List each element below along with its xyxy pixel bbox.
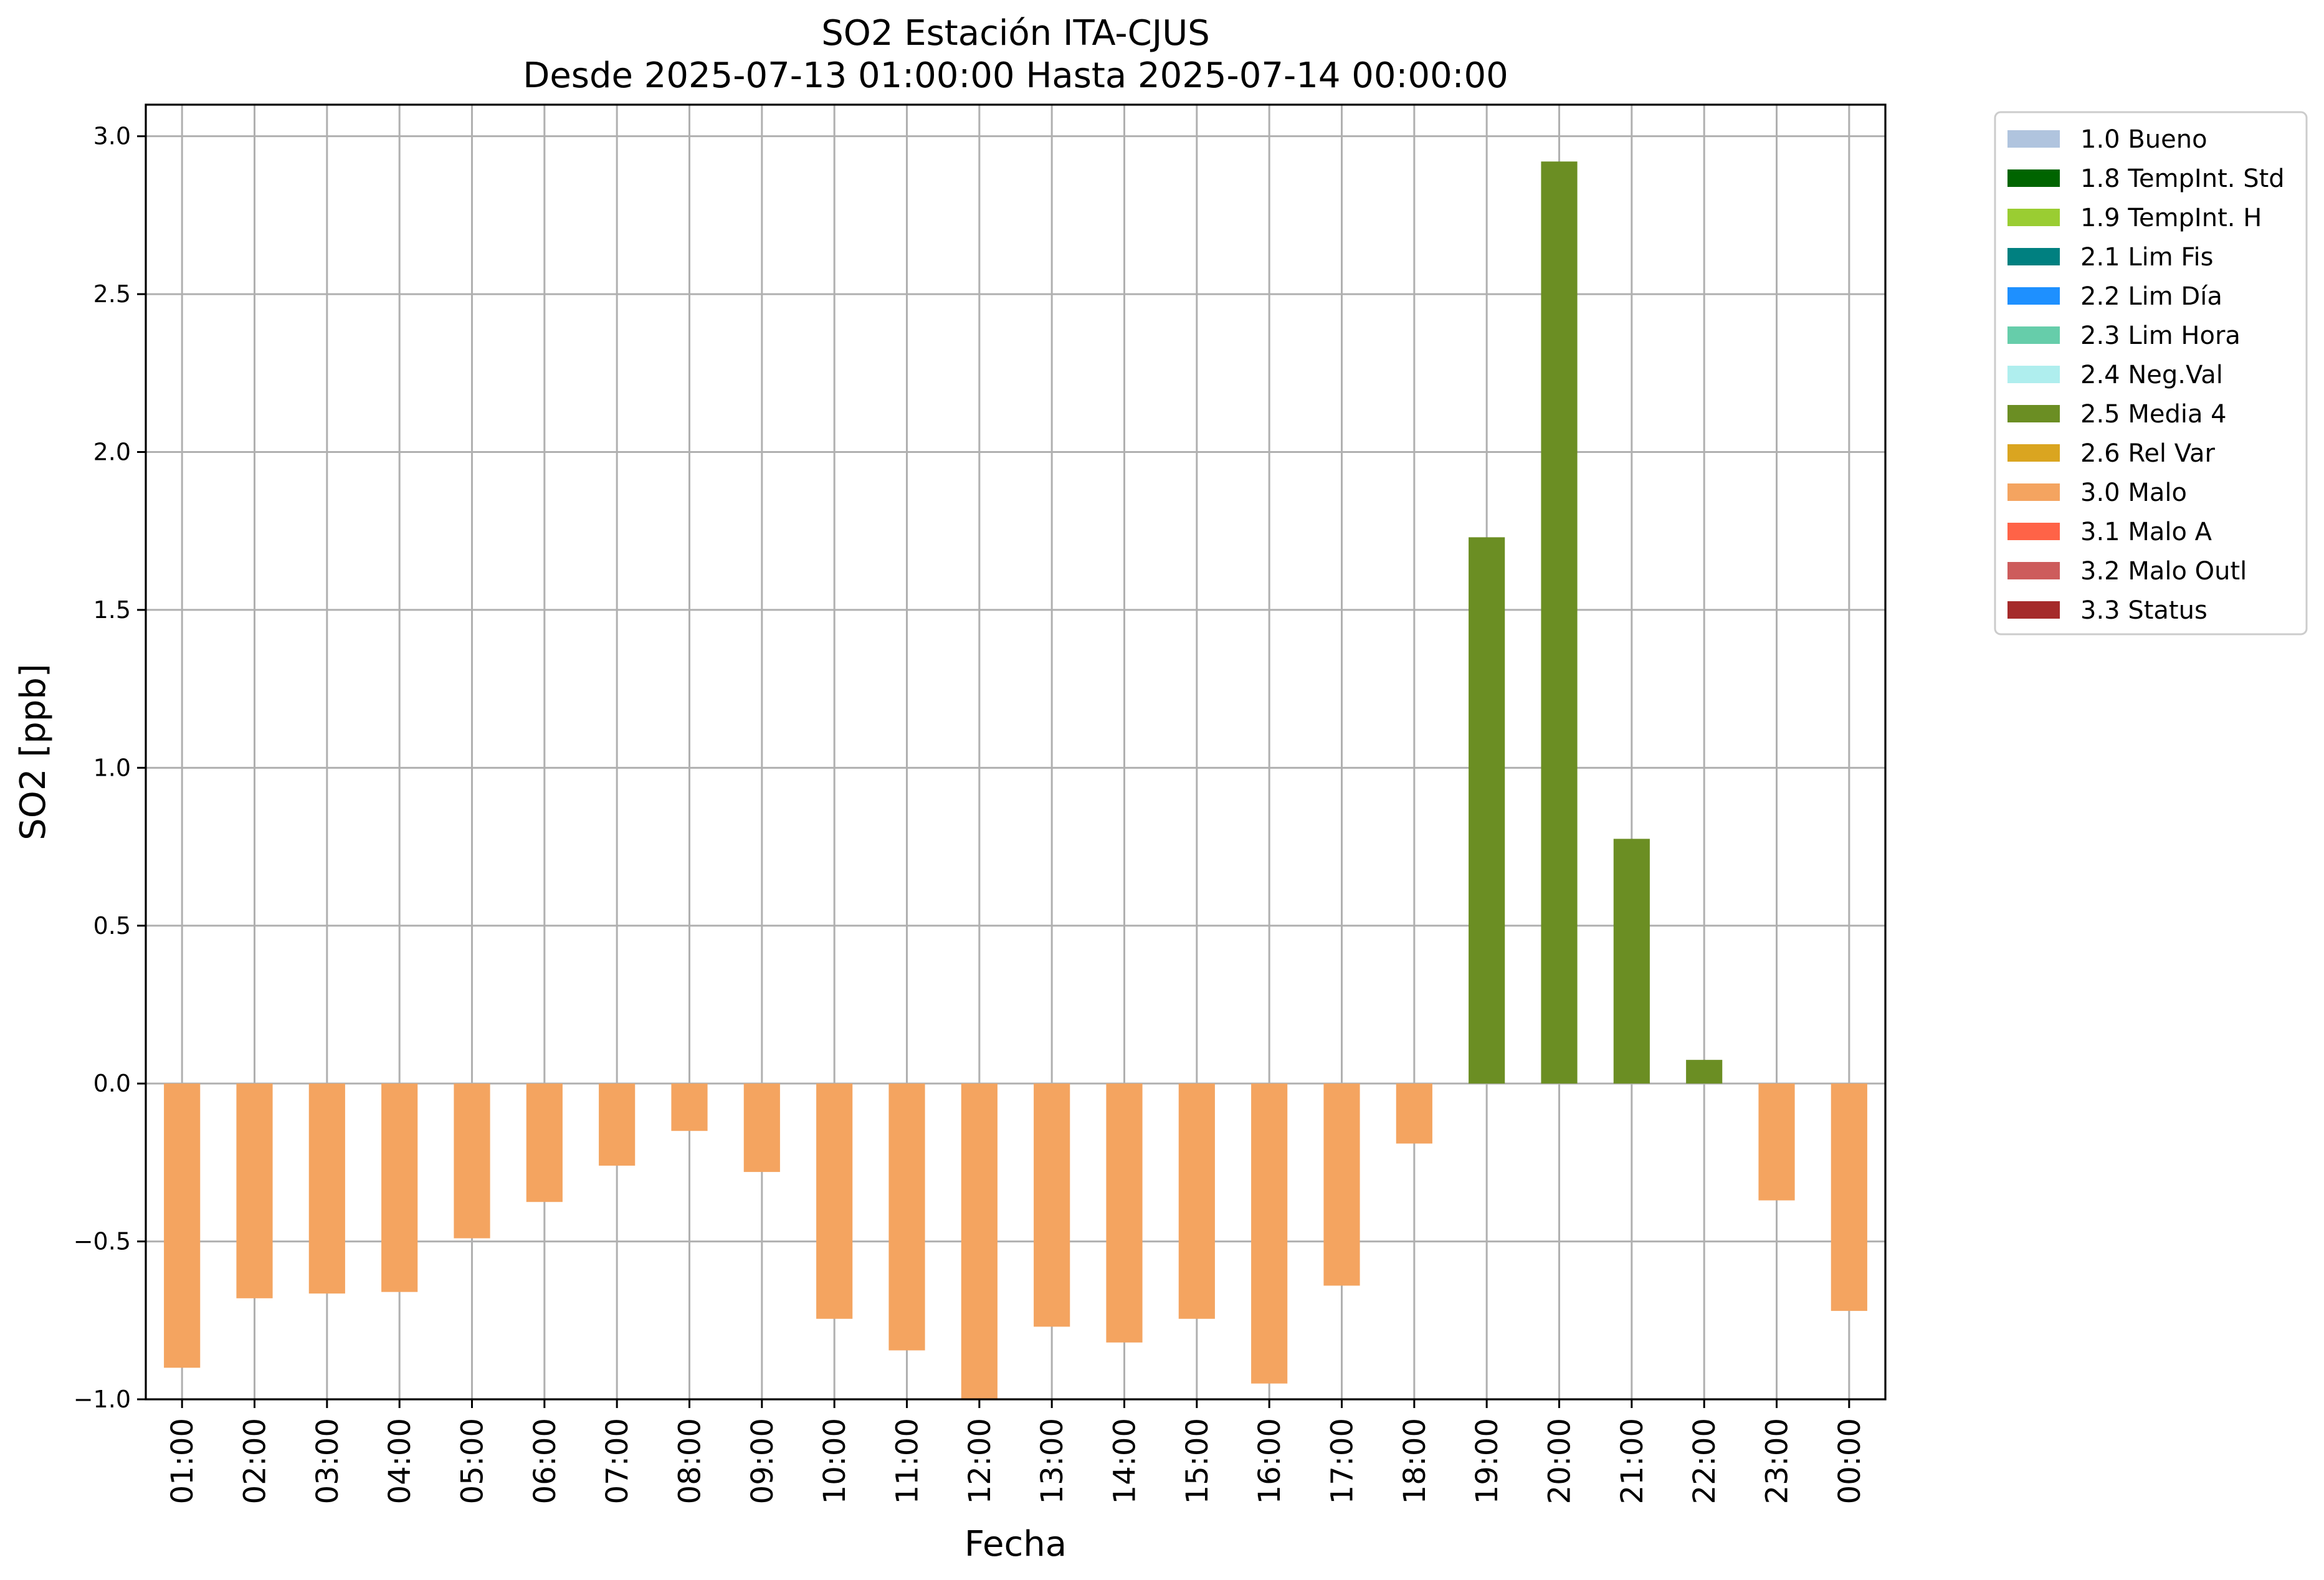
bar-09:00 (743, 1083, 780, 1173)
bar-08:00 (671, 1083, 708, 1131)
bar-16:00 (1251, 1083, 1288, 1384)
chart-title: SO2 Estación ITA-CJUS Desde 2025-07-13 0… (523, 13, 1508, 96)
x-tick-label: 22:00 (1687, 1418, 1722, 1504)
bar-18:00 (1396, 1083, 1432, 1144)
x-tick-label: 03:00 (310, 1418, 345, 1504)
legend-swatch (2007, 169, 2060, 187)
bar-21:00 (1613, 839, 1650, 1084)
x-tick-label: 13:00 (1035, 1418, 1070, 1504)
legend-swatch (2007, 562, 2060, 579)
legend-label: 2.5 Media 4 (2080, 400, 2227, 429)
axes (145, 103, 1887, 1401)
x-axis-ticks: 01:00 02:00 03:00 04:00 05:00 06:00 07:00 08:00… (165, 1399, 1867, 1504)
legend-label: 3.1 Malo A (2080, 518, 2212, 546)
x-tick-label: 14:00 (1108, 1418, 1143, 1504)
y-tick-label: 3.0 (93, 123, 131, 150)
bar-13:00 (1034, 1083, 1070, 1327)
legend-swatch (2007, 248, 2060, 265)
legend-label: 2.1 Lim Fis (2080, 243, 2213, 272)
bar-07:00 (599, 1083, 636, 1166)
bar-14:00 (1106, 1083, 1143, 1343)
x-tick-label: 17:00 (1325, 1418, 1360, 1504)
x-tick-label: 02:00 (238, 1418, 273, 1504)
y-axis-ticks: −1.0 −0.5 0.0 0.5 1.0 1.5 2.0 2.5 3.0 (74, 123, 146, 1413)
x-tick-label: 07:00 (600, 1418, 635, 1504)
bar-00:00 (1831, 1083, 1867, 1311)
bar-20:00 (1541, 161, 1578, 1084)
legend-swatch (2007, 287, 2060, 305)
y-tick-label: 2.0 (93, 439, 131, 466)
x-tick-label: 15:00 (1180, 1418, 1215, 1504)
y-axis-label: SO2 [ppb] (13, 664, 54, 840)
x-tick-label: 16:00 (1252, 1418, 1287, 1504)
legend-swatch (2007, 130, 2060, 148)
bar-19:00 (1469, 537, 1505, 1084)
legend-swatch (2007, 483, 2060, 501)
y-tick-label: −1.0 (74, 1386, 131, 1413)
legend-swatch (2007, 523, 2060, 540)
legend-label: 2.6 Rel Var (2080, 439, 2216, 468)
x-tick-label: 05:00 (455, 1418, 490, 1504)
x-tick-label: 08:00 (673, 1418, 708, 1504)
x-tick-label: 01:00 (165, 1418, 200, 1504)
bar-12:00 (961, 1083, 998, 1399)
x-tick-label: 00:00 (1832, 1418, 1867, 1504)
legend-label: 2.3 Lim Hora (2080, 321, 2241, 350)
y-tick-label: 2.5 (93, 280, 131, 308)
x-tick-label: 23:00 (1760, 1418, 1795, 1504)
x-tick-label: 18:00 (1398, 1418, 1432, 1504)
y-tick-label: −0.5 (74, 1228, 131, 1255)
y-tick-label: 0.0 (93, 1070, 131, 1097)
bar-11:00 (888, 1083, 925, 1351)
bar-01:00 (164, 1083, 201, 1368)
bar-10:00 (816, 1083, 853, 1319)
legend-swatch (2007, 405, 2060, 422)
bar-06:00 (526, 1083, 563, 1202)
x-tick-label: 09:00 (745, 1418, 780, 1504)
x-tick-label: 11:00 (890, 1418, 925, 1504)
bar-04:00 (381, 1083, 418, 1292)
y-tick-label: 1.0 (93, 754, 131, 781)
chart-title-line-1: SO2 Estación ITA-CJUS (821, 13, 1210, 54)
x-axis-label: Fecha (964, 1524, 1067, 1564)
x-tick-label: 04:00 (383, 1418, 417, 1504)
legend-swatch (2007, 444, 2060, 462)
x-tick-label: 06:00 (528, 1418, 563, 1504)
chart-title-line-2: Desde 2025-07-13 01:00:00 Hasta 2025-07-… (523, 55, 1508, 96)
legend-swatch (2007, 326, 2060, 344)
legend-label: 3.2 Malo Outl (2080, 557, 2247, 586)
legend-swatch (2007, 366, 2060, 383)
legend-label: 1.0 Bueno (2080, 125, 2207, 154)
bar-17:00 (1323, 1083, 1360, 1286)
legend-frame (1994, 111, 2308, 635)
legend-swatch (2007, 209, 2060, 226)
legend-label: 3.0 Malo (2080, 478, 2187, 507)
bar-05:00 (454, 1083, 490, 1239)
y-tick-label: 1.5 (93, 596, 131, 624)
plot-frame (145, 103, 1887, 1401)
legend-label: 2.2 Lim Día (2080, 282, 2222, 311)
x-tick-label: 20:00 (1543, 1418, 1578, 1504)
y-tick-label: 0.5 (93, 912, 131, 940)
x-tick-label: 21:00 (1615, 1418, 1650, 1504)
bar-23:00 (1758, 1083, 1795, 1201)
legend-label: 1.8 TempInt. Std (2080, 164, 2285, 193)
x-tick-label: 19:00 (1470, 1418, 1505, 1504)
bar-15:00 (1178, 1083, 1215, 1319)
legend: 1.0 Bueno 1.8 TempInt. Std 1.9 TempInt. H 2… (1994, 111, 2308, 635)
bar-22:00 (1686, 1060, 1723, 1084)
legend-label: 2.4 Neg.Val (2080, 361, 2223, 389)
legend-label: 1.9 TempInt. H (2080, 204, 2262, 232)
bars (164, 161, 1867, 1399)
x-tick-label: 10:00 (817, 1418, 852, 1504)
legend-swatch (2007, 601, 2060, 619)
x-tick-label: 12:00 (963, 1418, 998, 1504)
legend-label: 3.3 Status (2080, 596, 2207, 625)
bar-03:00 (308, 1083, 345, 1294)
bar-02:00 (236, 1083, 273, 1298)
